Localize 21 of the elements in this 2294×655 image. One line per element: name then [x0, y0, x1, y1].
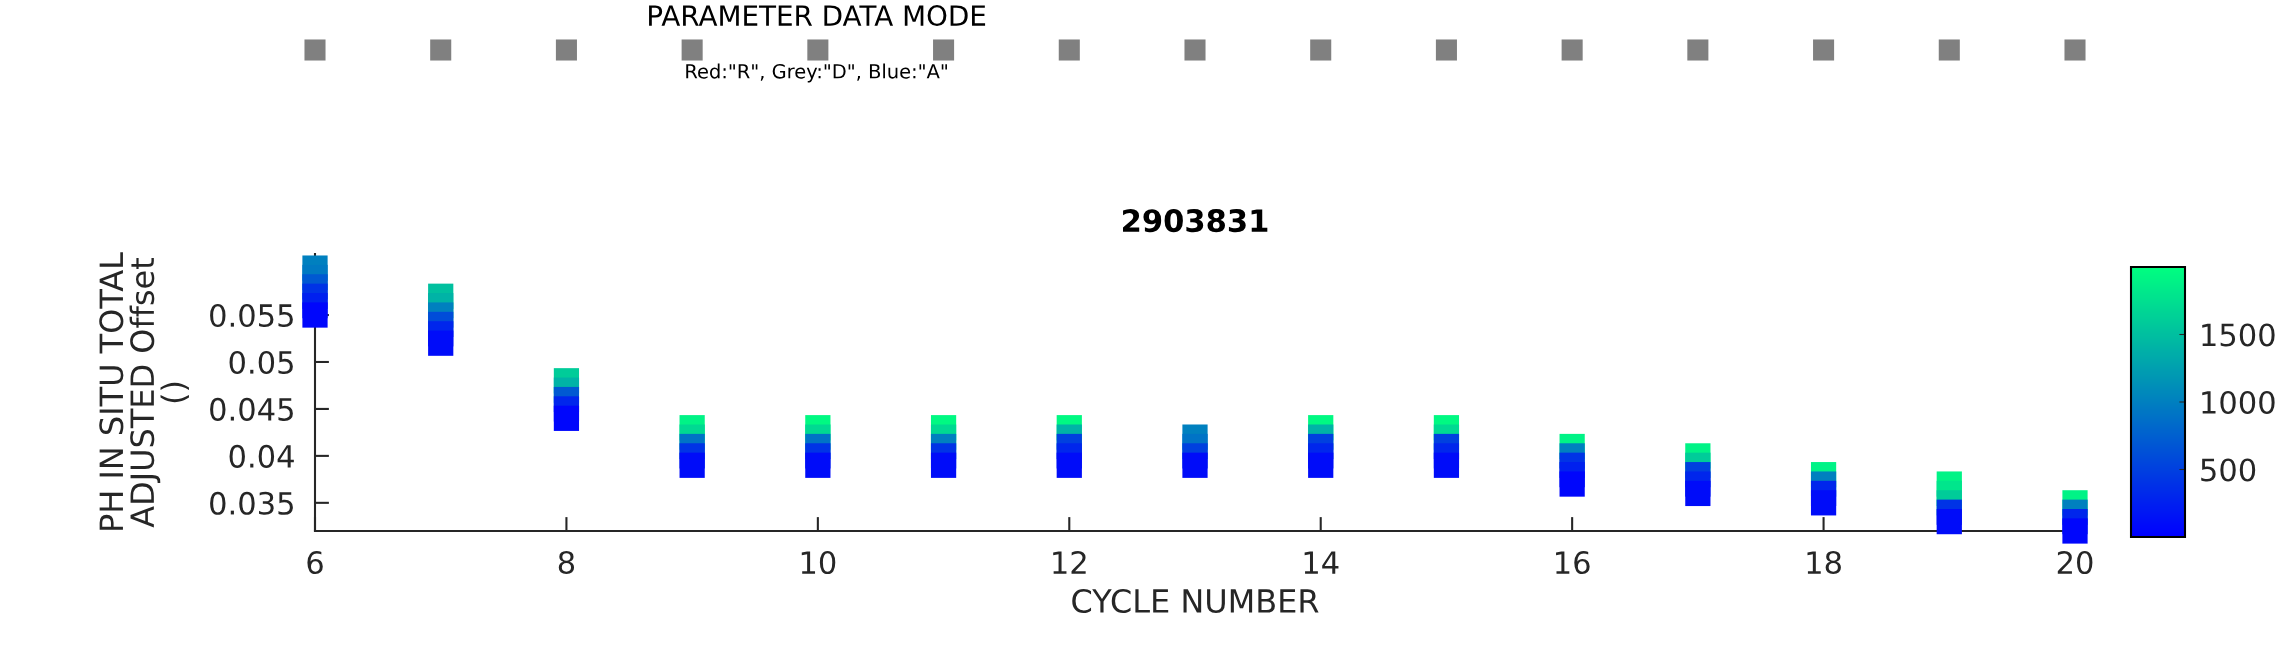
y-tick-label: 0.04	[229, 444, 294, 468]
color-bar-label: 1500	[2202, 323, 2275, 347]
y-axis-title: PH IN SITU TOTAL ADJUSTED Offset ()	[99, 252, 189, 530]
x-tick-label: 14	[1304, 551, 1339, 574]
text: PARAMETER DATA MODE	[649, 5, 986, 27]
y-tick-label: 0.035	[210, 491, 293, 515]
y-tick-label: 0.045	[210, 397, 293, 421]
x-tick-label: 18	[1807, 550, 1841, 575]
x-tick-label: 10	[801, 550, 836, 575]
color-bar-label: 500	[2201, 458, 2256, 482]
x-tick-label: 6	[307, 550, 323, 575]
x-tick-label: 12	[1053, 550, 1086, 574]
x-tick-label: 8	[558, 550, 575, 575]
chart-title: 2903831	[1123, 209, 1268, 233]
x-tick-label: 16	[1556, 550, 1590, 575]
x-tick-label: 20	[2057, 550, 2093, 575]
color-bar-label: 1000	[2202, 390, 2275, 415]
y-tick-label: 0.05	[229, 350, 293, 375]
x-axis-title: CYCLE NUMBER	[1072, 588, 1319, 614]
text: Red:"R", Grey:"D", Blue:"A"	[686, 63, 947, 83]
y-tick-label: 0.055	[210, 303, 293, 328]
